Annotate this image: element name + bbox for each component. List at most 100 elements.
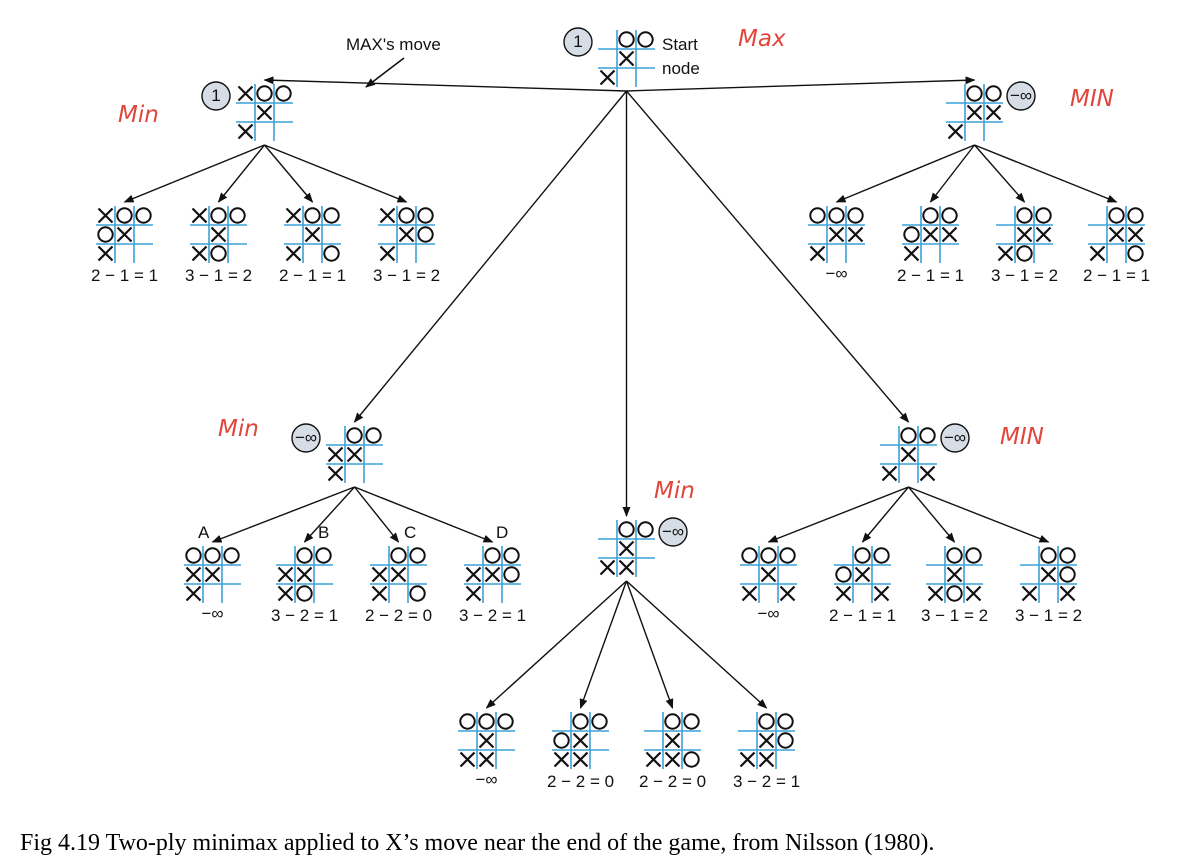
x-mark	[985, 104, 1002, 121]
x-mark	[97, 207, 114, 224]
o-mark	[946, 585, 963, 602]
x-mark	[204, 566, 221, 583]
leaf-label-D: D	[496, 523, 508, 542]
o-mark	[323, 245, 340, 262]
edge-n1-l1c	[263, 144, 314, 203]
x-mark	[739, 751, 756, 768]
o-mark	[985, 85, 1002, 102]
score-l1c: 2 − 1 = 1	[279, 266, 346, 285]
score-l5b: 2 − 1 = 1	[829, 606, 896, 625]
value-circle-n1	[201, 81, 231, 111]
o-mark	[409, 585, 426, 602]
x-mark	[256, 104, 273, 121]
x-mark	[191, 245, 208, 262]
o-mark	[637, 521, 654, 538]
x-mark	[966, 104, 983, 121]
x-mark	[379, 245, 396, 262]
edge-n3-l3d	[354, 486, 494, 543]
x-mark	[997, 245, 1014, 262]
o-mark	[304, 207, 321, 224]
o-mark	[1127, 207, 1144, 224]
o-mark	[919, 427, 936, 444]
o-mark	[296, 585, 313, 602]
board-n3: −∞	[291, 423, 383, 483]
o-mark	[275, 85, 292, 102]
board-l4c: 2 − 2 = 0	[639, 712, 706, 791]
x-mark	[881, 465, 898, 482]
score-l3a: −∞	[201, 604, 223, 623]
handwritten-max-root: Max	[738, 26, 786, 52]
score-l2b: 2 − 1 = 1	[897, 266, 964, 285]
o-mark	[900, 427, 917, 444]
x-mark	[459, 751, 476, 768]
o-mark	[854, 547, 871, 564]
edge-root-n5	[625, 90, 910, 423]
x-mark	[398, 226, 415, 243]
x-mark	[903, 245, 920, 262]
board-l1d: 3 − 1 = 2	[373, 206, 440, 285]
x-mark	[809, 245, 826, 262]
x-mark	[185, 585, 202, 602]
o-mark	[1035, 207, 1052, 224]
board-l5d: 3 − 1 = 2	[1015, 546, 1082, 625]
edge-n3-l3c	[353, 486, 400, 543]
score-l5c: 3 − 1 = 2	[921, 606, 988, 625]
x-mark	[927, 585, 944, 602]
o-mark	[941, 207, 958, 224]
x-mark	[572, 732, 589, 749]
edge-root-n1	[263, 76, 627, 92]
o-mark	[365, 427, 382, 444]
x-mark	[185, 566, 202, 583]
x-mark	[296, 566, 313, 583]
board-l1a: 2 − 1 = 1	[91, 206, 158, 285]
value-text-n4: −∞	[662, 522, 684, 541]
x-mark	[484, 566, 501, 583]
x-mark	[237, 123, 254, 140]
x-mark	[873, 585, 890, 602]
edge-root-n3	[353, 90, 628, 423]
x-mark	[327, 446, 344, 463]
x-mark	[277, 585, 294, 602]
x-mark	[664, 751, 681, 768]
o-mark	[484, 547, 501, 564]
x-mark	[828, 226, 845, 243]
board-root: 1	[563, 27, 655, 87]
edge-root-n2	[626, 76, 976, 92]
o-mark	[741, 547, 758, 564]
score-l2a: −∞	[825, 264, 847, 283]
board-n5: −∞	[880, 423, 970, 483]
o-mark	[1016, 207, 1033, 224]
x-mark	[779, 585, 796, 602]
o-mark	[135, 207, 152, 224]
x-mark	[618, 50, 635, 67]
o-mark	[346, 427, 363, 444]
board-nodes: 1 1 −∞ −∞ −∞ −∞ 2 − 1 = 1 3 − 1 = 2 2 − 1 = 1 3 −…	[91, 27, 1150, 791]
handwritten-min-n2: MIN	[1070, 86, 1114, 112]
o-mark	[497, 713, 514, 730]
score-l1a: 2 − 1 = 1	[91, 266, 158, 285]
o-mark	[777, 732, 794, 749]
o-mark	[210, 207, 227, 224]
edge-n2-l2c	[973, 144, 1026, 203]
o-mark	[922, 207, 939, 224]
o-mark	[256, 85, 273, 102]
score-l3c: 2 − 2 = 0	[365, 606, 432, 625]
board-l3c: 2 − 2 = 0 C	[365, 523, 432, 625]
o-mark	[1059, 547, 1076, 564]
x-mark	[210, 226, 227, 243]
value-circle-n2	[1006, 81, 1036, 111]
start-label-line2: node	[662, 59, 700, 78]
o-mark	[204, 547, 221, 564]
x-mark	[346, 446, 363, 463]
x-mark	[618, 540, 635, 557]
x-mark	[371, 566, 388, 583]
edge-n4-l4d	[626, 580, 768, 709]
x-mark	[922, 226, 939, 243]
board-l5c: 3 − 1 = 2	[921, 546, 988, 625]
edge-n2-l2a	[835, 144, 975, 203]
o-mark	[637, 31, 654, 48]
o-mark	[478, 713, 495, 730]
x-mark	[237, 85, 254, 102]
o-mark	[323, 207, 340, 224]
